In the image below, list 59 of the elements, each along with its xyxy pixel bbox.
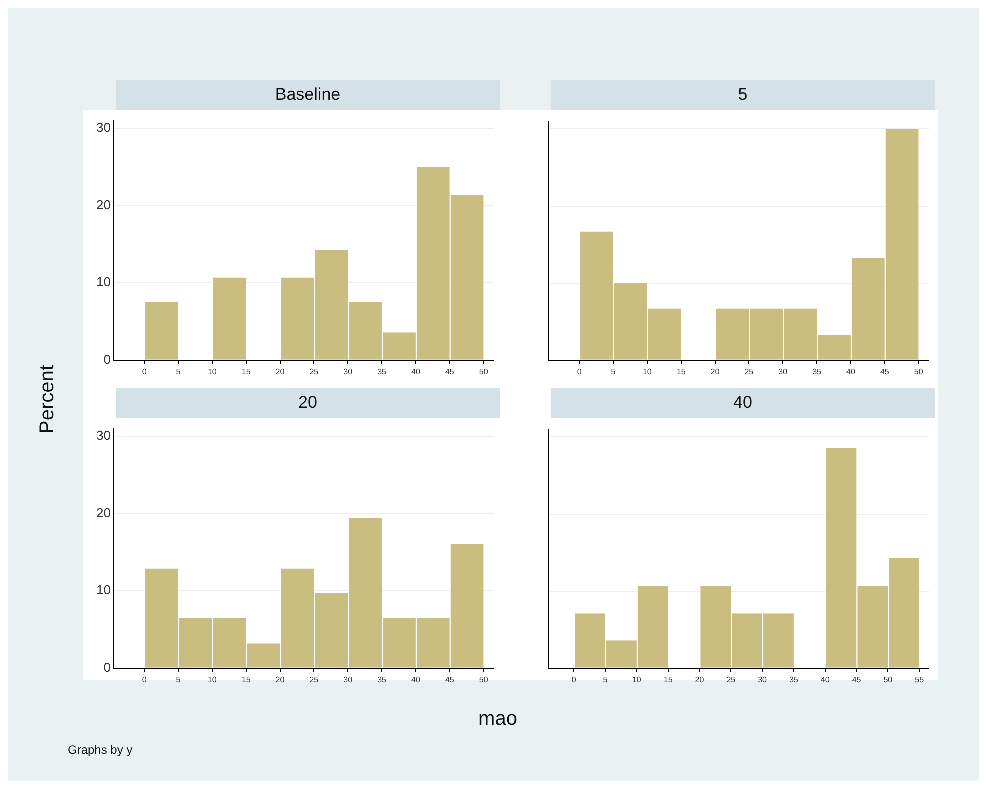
- x-tick-label: 20: [276, 367, 286, 376]
- y-axis-title: Percent: [36, 364, 60, 436]
- x-tick-label: 30: [778, 367, 788, 376]
- y-tick-label: 30: [96, 428, 111, 444]
- x-tick-label: 45: [445, 675, 455, 684]
- x-tick-label: 0: [577, 367, 582, 376]
- x-tick-label: 20: [710, 367, 720, 376]
- x-tick-label: 30: [344, 675, 354, 684]
- y-tick-label: 0: [104, 660, 111, 675]
- x-tick-label: 55: [915, 675, 925, 684]
- chart-title: 5: [551, 80, 935, 110]
- x-tick-label: 40: [846, 367, 856, 376]
- x-tick-label: 15: [242, 367, 252, 376]
- x-tick-label: 40: [412, 367, 421, 376]
- x-tick-label: 0: [572, 675, 577, 684]
- x-tick-label: 40: [412, 675, 421, 684]
- x-tick-label: 0: [142, 367, 148, 376]
- x-tick-label: 5: [611, 367, 616, 376]
- x-tick-label: 35: [378, 367, 388, 376]
- x-tick-label: 45: [445, 367, 455, 376]
- x-tick-label: 50: [479, 367, 489, 376]
- x-tick-label: 35: [790, 675, 799, 684]
- y-tick-label: 10: [96, 274, 111, 290]
- y-tick-label: 20: [96, 197, 111, 212]
- x-tick-label: 30: [758, 675, 768, 684]
- x-tick-label: 35: [812, 367, 822, 376]
- x-tick-label: 0: [142, 675, 148, 684]
- x-tick-label: 25: [744, 367, 754, 376]
- x-tick-label: 15: [676, 367, 686, 376]
- x-tick-label: 25: [726, 675, 736, 684]
- x-tick-label: 5: [603, 675, 608, 684]
- x-tick-label: 35: [378, 675, 388, 684]
- x-tick-label: 50: [914, 367, 924, 376]
- x-tick-label: 45: [880, 367, 890, 376]
- x-tick-label: 10: [642, 367, 652, 376]
- x-tick-label: 50: [479, 675, 489, 684]
- x-tick-label: 20: [695, 675, 705, 684]
- x-axis-title: mao: [478, 708, 518, 731]
- x-tick-label: 20: [276, 675, 286, 684]
- x-tick-label: 25: [310, 367, 320, 376]
- x-tick-label: 15: [242, 675, 252, 684]
- text: Graphs by y: [68, 743, 133, 757]
- x-tick-label: 25: [310, 675, 320, 684]
- x-tick-label: 45: [852, 675, 862, 684]
- x-tick-label: 50: [884, 675, 894, 684]
- x-tick-label: 10: [208, 367, 218, 376]
- x-tick-label: 15: [664, 675, 674, 684]
- y-tick-label: 30: [96, 120, 111, 136]
- x-tick-label: 5: [176, 367, 182, 376]
- x-tick-label: 10: [632, 675, 642, 684]
- y-tick-label: 20: [96, 505, 111, 520]
- chart-title: Baseline: [116, 80, 500, 110]
- x-tick-label: 30: [344, 367, 354, 376]
- y-tick-label: 10: [96, 582, 111, 598]
- x-tick-label: 5: [176, 675, 182, 684]
- x-tick-label: 10: [208, 675, 218, 684]
- y-tick-label: 0: [104, 352, 111, 367]
- chart-title: 40: [551, 388, 935, 418]
- x-tick-label: 40: [820, 675, 830, 684]
